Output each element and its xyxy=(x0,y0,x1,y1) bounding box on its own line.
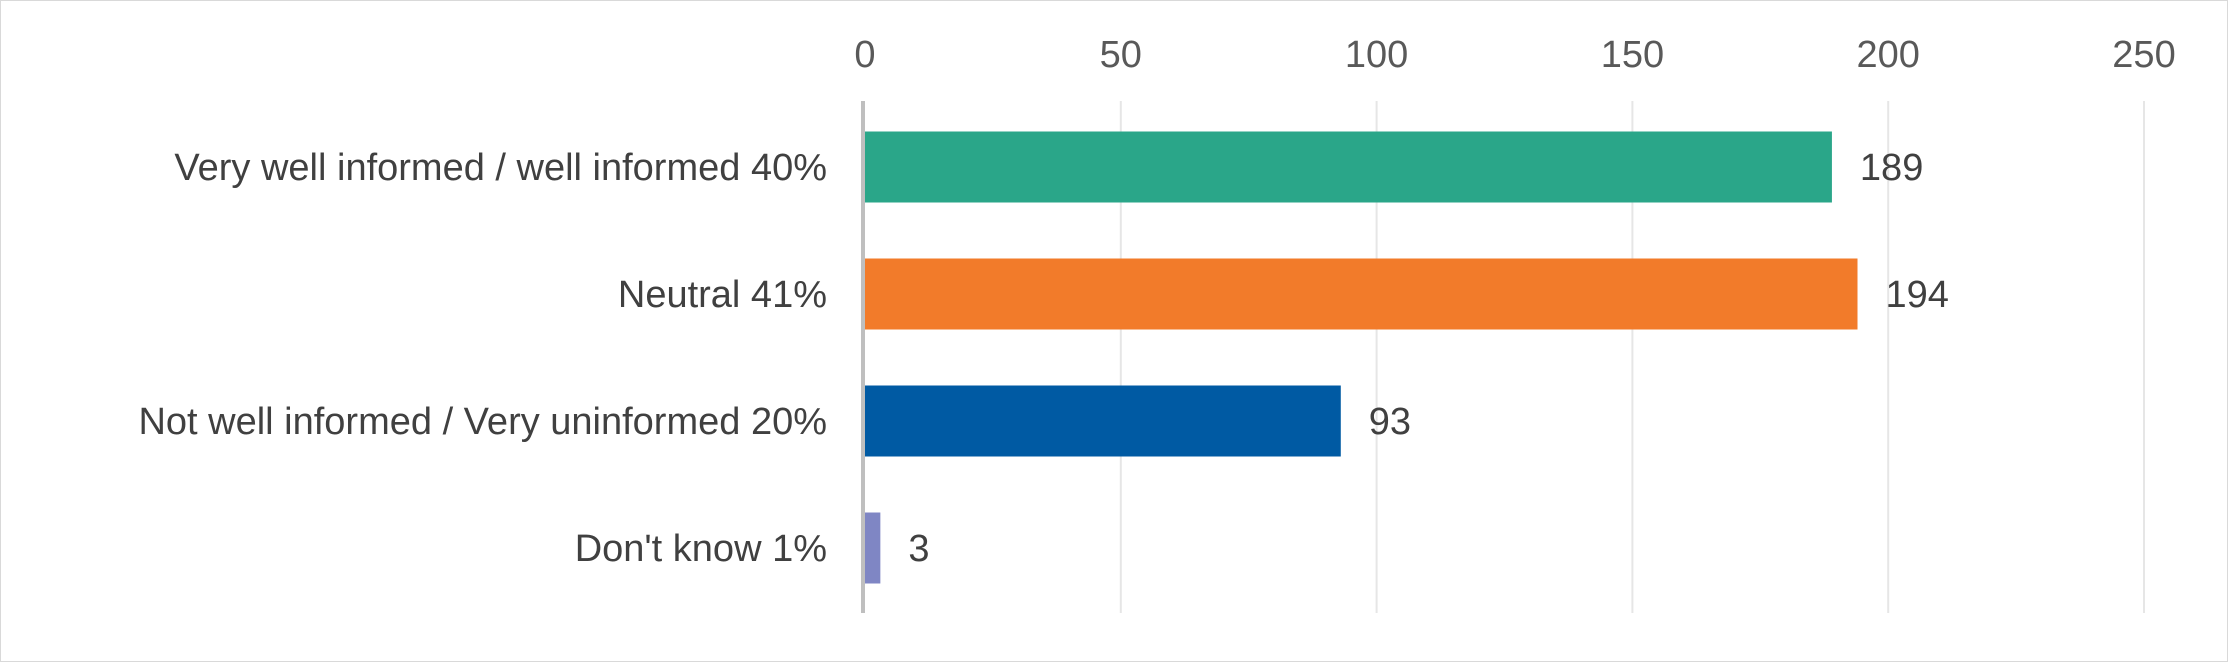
category-label: Don't know 1% xyxy=(575,528,827,570)
category-labels: Very well informed / well informed 40% Ne… xyxy=(138,147,827,570)
x-tick-label: 100 xyxy=(1345,34,1408,76)
x-axis-tick-labels: 0 50 100 150 200 250 xyxy=(854,34,2175,76)
data-label: 194 xyxy=(1886,274,1949,316)
x-tick-label: 0 xyxy=(854,34,875,76)
x-tick-label: 200 xyxy=(1856,34,1919,76)
data-label: 3 xyxy=(908,528,929,570)
data-labels: 189 194 93 3 xyxy=(908,147,1949,570)
bar xyxy=(865,512,881,584)
x-tick-label: 50 xyxy=(1100,34,1142,76)
x-tick-label: 250 xyxy=(2112,34,2175,76)
data-label: 93 xyxy=(1369,401,1411,443)
data-label: 189 xyxy=(1860,147,1923,189)
bar xyxy=(865,258,1858,330)
bar xyxy=(865,131,1832,203)
bar xyxy=(865,385,1341,457)
category-label: Not well informed / Very uninformed 20% xyxy=(138,401,827,443)
x-tick-label: 150 xyxy=(1601,34,1664,76)
category-label: Neutral 41% xyxy=(618,274,827,316)
category-label: Very well informed / well informed 40% xyxy=(174,147,827,189)
bars xyxy=(865,131,1858,584)
